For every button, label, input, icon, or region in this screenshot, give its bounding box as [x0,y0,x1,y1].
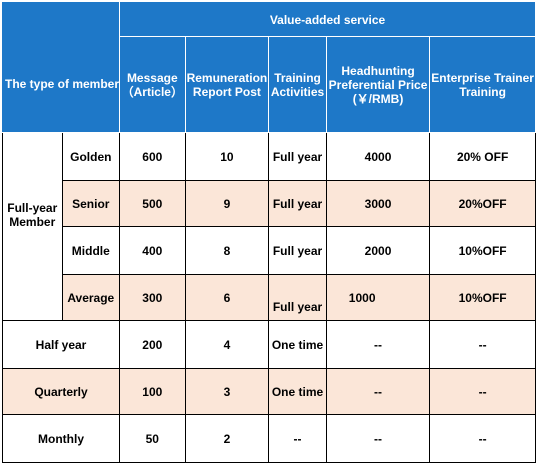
enterprise-cell: 10%OFF [429,274,536,321]
message-cell: 200 [119,320,186,369]
tier-cell: Average [61,274,121,321]
training-cell: -- [268,414,327,463]
headhunting-cell: 3000 [325,180,431,227]
headhunting-cell: -- [325,320,431,369]
message-cell: 300 [119,274,186,321]
training-cell: Full year [268,226,327,275]
tier-cell: Monthly [1,414,121,463]
training-cell: One time [268,320,327,369]
value-added-header: Value-added service [119,2,536,37]
enterprise-cell: -- [429,368,536,415]
remuneration-cell: 6 [184,274,270,321]
remuneration-cell: 4 [184,320,270,369]
enterprise-cell: 20% OFF [429,132,536,181]
message-cell: 400 [119,226,186,275]
header-corner [1,2,121,37]
headhunting-cell: 4000 [325,132,431,181]
table-row: Full-year Member Golden 600 10 Full year… [2,132,536,321]
enterprise-cell: 10%OFF [429,226,536,275]
training-cell: Full year [268,180,327,227]
table-row: Quarterly 100 3 One time -- -- [1,368,536,415]
headhunting-cell: 1000 [325,274,431,321]
training-cell: Full year [268,132,327,181]
training-header: Training Activities [268,36,327,133]
message-cell: 600 [119,132,186,181]
enterprise-cell: -- [429,320,536,369]
tier-cell: Middle [61,226,121,275]
headhunting-cell: -- [325,368,431,415]
message-cell: 500 [119,180,186,227]
enterprise-header: Enterprise Trainer Training [429,36,536,133]
training-cell: One time [268,368,327,415]
remuneration-header: Remuneration Report Post [184,36,270,133]
remuneration-cell: 2 [184,414,270,463]
message-cell: 50 [119,414,186,463]
enterprise-cell: 20%OFF [429,180,536,227]
table-row: Monthly 50 2 -- -- -- [1,414,536,463]
table-row: Middle 400 8 Full year 2000 10%OFF [2,226,536,275]
tier-cell: Half year [1,320,121,369]
full-year-member-label: Full-year Member [2,132,63,321]
headhunting-header: Headhunting Preferential Price (￥/RMB) [325,36,431,133]
training-cell: Full year [268,274,327,321]
table-row: Half year 200 4 One time -- -- [1,320,536,369]
table-row: Senior 500 9 Full year 3000 20%OFF [2,180,536,227]
message-cell: 100 [119,368,186,415]
headhunting-cell: 2000 [325,226,431,275]
remuneration-cell: 8 [184,226,270,275]
remuneration-cell: 3 [184,368,270,415]
headhunting-cell: -- [325,414,431,463]
remuneration-cell: 10 [184,132,270,181]
enterprise-cell: -- [429,414,536,463]
message-header: Message （Article） [119,36,186,133]
tier-cell: Golden [61,132,121,181]
member-type-header: The type of member [1,36,121,133]
tier-cell: Quarterly [1,368,121,415]
remuneration-cell: 9 [184,180,270,227]
table-row: Average 300 6 Full year 1000 10%OFF [2,274,536,321]
tier-cell: Senior [61,180,121,227]
